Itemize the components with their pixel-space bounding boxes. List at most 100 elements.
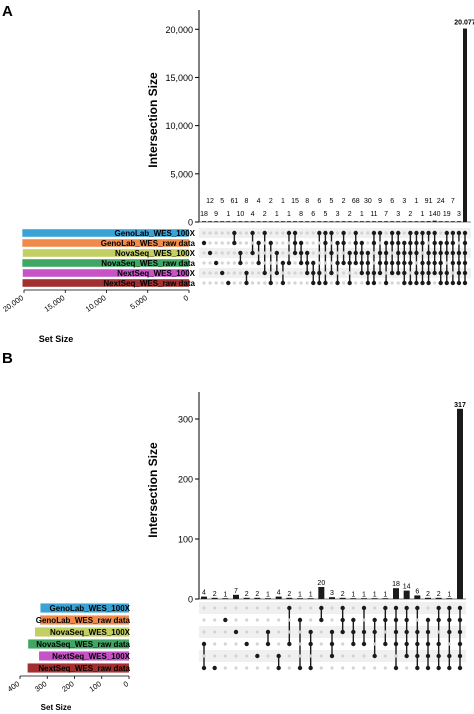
matrix-dot-empty-a bbox=[329, 281, 334, 285]
matrix-dot-filled-a bbox=[456, 270, 462, 276]
matrix-dot-filled-a bbox=[432, 260, 437, 266]
matrix-dot-filled-a bbox=[438, 280, 443, 286]
bar-b bbox=[329, 597, 335, 599]
matrix-dot-empty-a bbox=[220, 241, 224, 245]
matrix-dot-empty-a bbox=[348, 241, 352, 245]
matrix-dot-filled-a bbox=[450, 240, 456, 246]
bar-value-label-a: 91 bbox=[425, 198, 433, 205]
matrix-dot-empty-a bbox=[366, 231, 370, 235]
matrix-dot-empty-a bbox=[208, 281, 212, 285]
matrix-dot-empty-a bbox=[293, 271, 297, 275]
matrix-dot-filled-a bbox=[402, 260, 407, 266]
matrix-dot-filled-a bbox=[383, 240, 389, 246]
matrix-dot-empty-a bbox=[275, 231, 279, 235]
matrix-dot-empty-b bbox=[266, 654, 270, 658]
bar-value-label-a: 12 bbox=[206, 198, 214, 205]
bar-value-label-a: 24 bbox=[437, 198, 445, 205]
matrix-dot-empty-a bbox=[287, 251, 291, 255]
bar-value-label-b: 1 bbox=[309, 591, 313, 598]
matrix-dot-empty-a bbox=[335, 271, 340, 275]
matrix-dot-empty-b bbox=[298, 654, 302, 658]
matrix-dot-filled-a bbox=[250, 230, 255, 236]
matrix-dot-empty-a bbox=[257, 251, 261, 255]
matrix-dot-filled-a bbox=[341, 260, 346, 266]
set-name-label-a: NovaSeq_WES_raw data bbox=[101, 259, 195, 268]
matrix-dot-filled-a bbox=[414, 240, 419, 246]
matrix-dot-filled-a bbox=[402, 270, 407, 276]
matrix-dot-filled-a bbox=[402, 240, 407, 246]
matrix-dot-empty-a bbox=[269, 231, 273, 235]
matrix-dot-filled-a bbox=[426, 270, 431, 276]
matrix-dot-filled-a bbox=[462, 250, 468, 256]
matrix-dot-empty-a bbox=[287, 281, 291, 285]
matrix-dot-filled-a bbox=[317, 280, 322, 286]
set-size-bar-b bbox=[39, 651, 130, 661]
matrix-dot-empty-a bbox=[299, 271, 303, 275]
matrix-dot-filled-a bbox=[335, 260, 340, 266]
matrix-dot-empty-b bbox=[213, 654, 217, 658]
matrix-dot-empty-a bbox=[360, 231, 364, 235]
bar-value-label-b: 3 bbox=[330, 590, 334, 597]
bar-value-label-a: 2 bbox=[269, 198, 273, 205]
set-name-label-a: GenoLab_WES_100X bbox=[115, 229, 196, 238]
bar-a bbox=[390, 221, 395, 222]
matrix-dot-filled-a bbox=[438, 250, 443, 256]
set-name-label-b: NovaSeq_WES_raw data bbox=[36, 640, 130, 649]
bar-b bbox=[350, 598, 357, 599]
matrix-dot-empty-a bbox=[305, 281, 309, 285]
matrix-dot-empty-a bbox=[293, 261, 297, 265]
matrix-dot-empty-a bbox=[269, 271, 273, 275]
set-size-tick-label-b: 400 bbox=[6, 679, 21, 694]
matrix-dot-filled-a bbox=[304, 260, 310, 266]
y-tick-label-a: 20,000 bbox=[165, 25, 193, 35]
matrix-dot-empty-a bbox=[263, 241, 267, 245]
matrix-dot-filled-b bbox=[415, 605, 420, 611]
matrix-dot-empty-b bbox=[245, 666, 249, 670]
matrix-dot-empty-a bbox=[408, 271, 412, 275]
matrix-dot-empty-b bbox=[255, 606, 259, 610]
matrix-dot-filled-b bbox=[329, 629, 335, 635]
bar-a bbox=[268, 221, 273, 222]
matrix-dot-filled-a bbox=[438, 260, 443, 266]
bar-a bbox=[232, 221, 237, 222]
matrix-dot-filled-b bbox=[425, 653, 431, 659]
bar-value-label-a: 18 bbox=[200, 211, 208, 218]
matrix-dot-empty-b bbox=[213, 630, 217, 634]
matrix-dot-filled-a bbox=[329, 250, 334, 256]
matrix-dot-filled-a bbox=[414, 270, 419, 276]
panel-label-a: A bbox=[2, 3, 13, 20]
matrix-dot-empty-b bbox=[341, 642, 345, 646]
matrix-dot-filled-b bbox=[404, 653, 409, 659]
matrix-row-band-a bbox=[199, 248, 471, 258]
matrix-dot-empty-b bbox=[223, 666, 227, 670]
matrix-dot-empty-a bbox=[354, 281, 358, 285]
set-name-label-b: NovaSeq_WES_100X bbox=[50, 628, 131, 637]
matrix-dot-filled-a bbox=[408, 260, 413, 266]
matrix-dot-filled-a bbox=[462, 230, 468, 236]
matrix-dot-filled-a bbox=[311, 270, 316, 276]
matrix-dot-filled-a bbox=[353, 240, 358, 246]
matrix-dot-empty-a bbox=[317, 241, 321, 245]
matrix-dot-empty-b bbox=[298, 642, 302, 646]
matrix-dot-empty-a bbox=[275, 241, 279, 245]
bar-a bbox=[220, 221, 225, 222]
matrix-dot-filled-a bbox=[396, 250, 401, 256]
bar-a bbox=[317, 221, 322, 222]
bar-value-label-b: 317 bbox=[454, 402, 466, 409]
bar-a bbox=[396, 221, 401, 222]
matrix-dot-empty-b bbox=[202, 618, 206, 622]
bar-value-label-a: 8 bbox=[299, 211, 303, 218]
matrix-dot-empty-a bbox=[372, 261, 376, 265]
bar-value-label-a: 5 bbox=[330, 198, 334, 205]
bar-value-label-a: 140 bbox=[429, 211, 441, 218]
bar-value-label-a: 4 bbox=[251, 211, 255, 218]
matrix-dot-filled-b bbox=[425, 629, 431, 635]
matrix-dot-filled-b bbox=[361, 629, 367, 635]
matrix-dot-empty-a bbox=[244, 241, 249, 245]
matrix-dot-filled-a bbox=[292, 230, 298, 236]
matrix-dot-empty-a bbox=[287, 271, 291, 275]
matrix-dot-filled-b bbox=[415, 665, 420, 671]
matrix-dot-filled-a bbox=[432, 230, 437, 236]
matrix-dot-filled-a bbox=[311, 260, 316, 266]
bar-b bbox=[425, 597, 431, 599]
